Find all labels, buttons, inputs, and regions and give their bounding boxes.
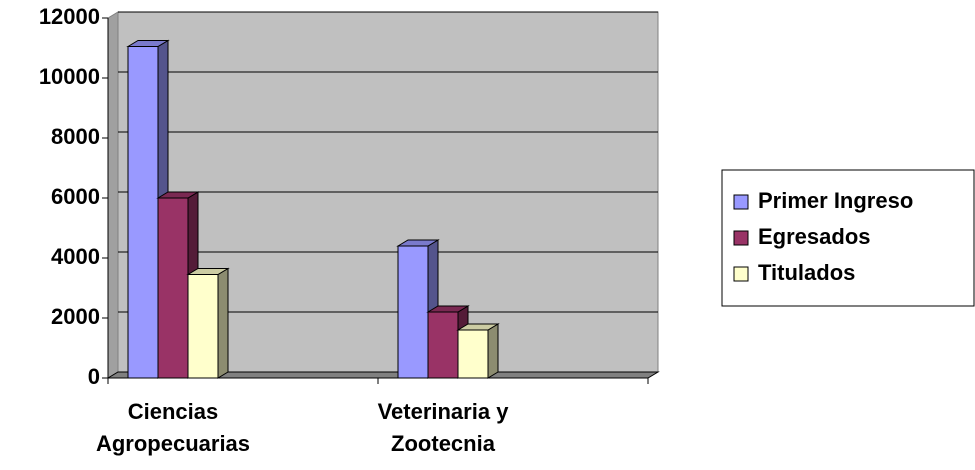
side-wall [107,11,119,379]
x-tick-label: Ciencias Agropecuarias [95,399,251,456]
y-tick-label: 6000 [51,184,100,209]
y-tick-label: 4000 [51,244,100,269]
bar [157,197,189,379]
bar [397,245,429,379]
y-tick-label: 8000 [51,124,100,149]
legend [721,169,975,307]
y-tick-label: 10000 [39,64,100,89]
bar-side [487,323,499,379]
y-tick-label: 2000 [51,304,100,329]
legend-label: Titulados [758,260,855,285]
bar-side [217,267,229,379]
legend-swatch [733,230,749,246]
legend-label: Egresados [758,224,871,249]
bar [457,329,489,379]
y-tick-label: 12000 [39,4,100,29]
y-tick-label: 0 [88,364,100,389]
bar [187,274,219,379]
x-tick-label: Veterinaria y Zootecnia [377,399,509,456]
legend-swatch [733,266,749,282]
bar [127,46,159,379]
bar [427,311,459,379]
legend-label: Primer Ingreso [758,188,913,213]
legend-swatch [733,194,749,210]
